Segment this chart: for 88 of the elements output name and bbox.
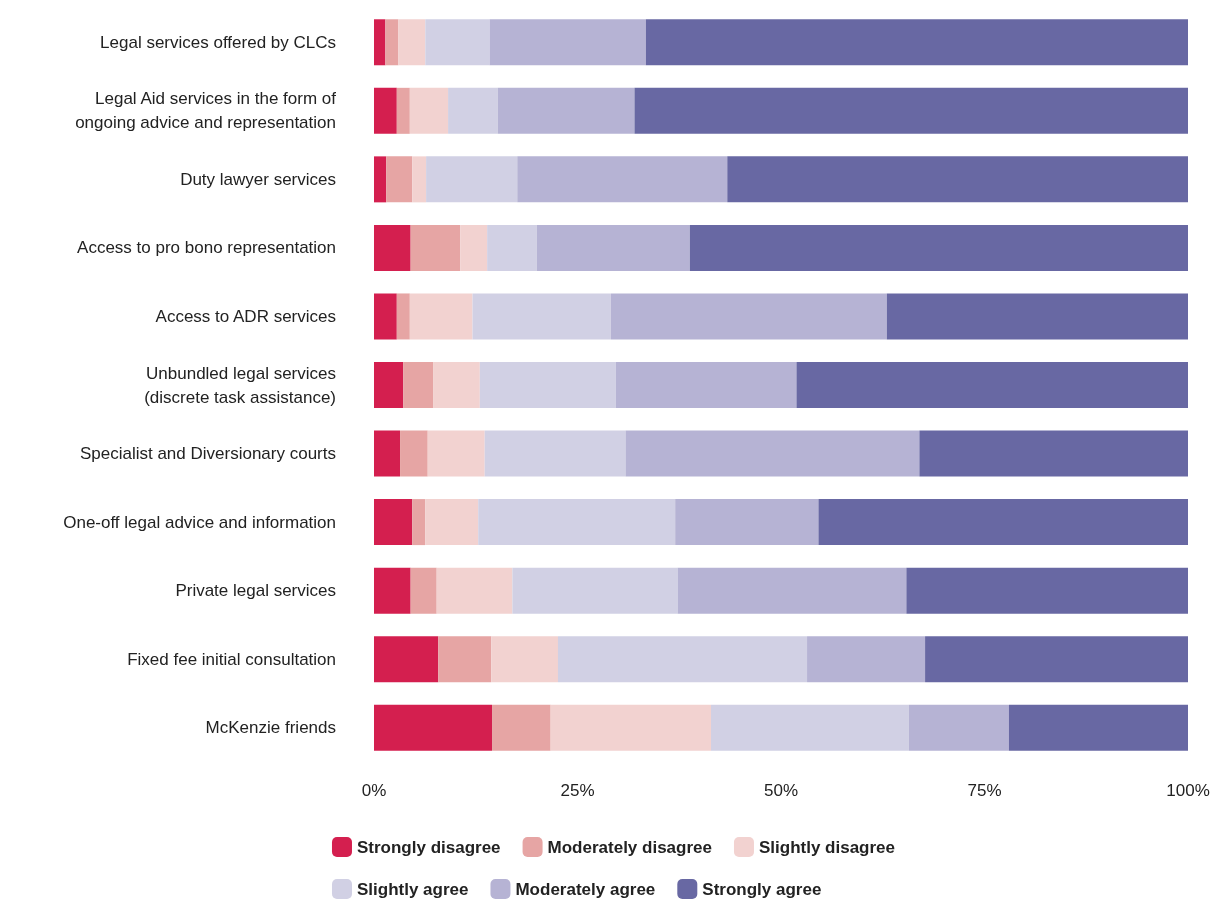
- bar: [472, 293, 611, 340]
- bar: [410, 224, 461, 271]
- bar: [436, 567, 513, 614]
- bar: [374, 499, 413, 546]
- bar: [645, 19, 1188, 66]
- bar: [374, 362, 404, 408]
- bar: [374, 293, 397, 340]
- x-tick-label: 75%: [967, 781, 1002, 800]
- y-tick-label: Access to ADR services: [155, 306, 336, 326]
- bar: [675, 499, 819, 546]
- bar: [396, 87, 410, 134]
- y-tick-label: Duty lawyer services: [180, 169, 336, 189]
- bar: [478, 499, 676, 546]
- bar: [512, 567, 678, 614]
- x-tick-label: 25%: [560, 781, 595, 800]
- bar: [615, 362, 797, 408]
- bar: [906, 567, 1188, 614]
- bar: [433, 362, 480, 408]
- bar: [807, 636, 926, 683]
- bar: [536, 224, 690, 271]
- bar: [400, 430, 428, 477]
- bar: [557, 636, 808, 683]
- bar: [374, 87, 397, 134]
- bar: [374, 156, 387, 203]
- legend-label: Moderately agree: [515, 879, 656, 899]
- legend-label: Slightly agree: [356, 879, 469, 899]
- bar: [386, 156, 413, 203]
- bar: [492, 704, 551, 751]
- y-tick-label: Legal Aid services in the form of ongoing advice and representation: [75, 89, 337, 133]
- bar: [491, 636, 558, 683]
- legend-label: Slightly disagree: [758, 837, 896, 857]
- y-tick-label: One-off legal advice and information: [63, 512, 336, 532]
- bar: [796, 362, 1188, 408]
- bar: [426, 156, 518, 203]
- bar: [396, 293, 410, 340]
- bar: [374, 430, 401, 477]
- bar: [677, 567, 907, 614]
- bar: [374, 224, 411, 271]
- bar: [403, 362, 434, 408]
- bar: [409, 87, 449, 134]
- bar: [610, 293, 887, 340]
- bar: [625, 430, 920, 477]
- bar: [711, 704, 909, 751]
- bar: [727, 156, 1188, 203]
- bar: [487, 224, 537, 271]
- bar: [425, 19, 490, 66]
- bar: [1008, 704, 1188, 751]
- x-tick-label: 50%: [763, 781, 799, 800]
- bar: [412, 499, 426, 546]
- bar: [425, 499, 479, 546]
- legend-label: Moderately disagree: [547, 837, 712, 857]
- bar: [489, 19, 646, 66]
- y-tick-label: McKenzie friends: [205, 718, 336, 738]
- legend-label: Strongly agree: [702, 879, 822, 899]
- bar: [886, 293, 1188, 340]
- bar: [497, 87, 635, 134]
- bar: [448, 87, 498, 134]
- x-tick-label: 100%: [1166, 781, 1210, 800]
- bar: [410, 567, 437, 614]
- legend-label: Strongly disagree: [356, 837, 501, 857]
- bar: [919, 430, 1188, 477]
- bar: [925, 636, 1188, 683]
- bar: [479, 362, 616, 408]
- bar: [460, 224, 488, 271]
- bar: [634, 87, 1188, 134]
- bar: [689, 224, 1188, 271]
- bar: [374, 19, 386, 66]
- bar: [818, 499, 1188, 546]
- y-tick-label: Private legal services: [175, 581, 336, 601]
- x-tick-label: 0%: [361, 781, 387, 800]
- bar: [398, 19, 426, 66]
- bar: [517, 156, 728, 203]
- y-tick-label: Legal services offered by CLCs: [100, 32, 336, 52]
- bar: [374, 704, 493, 751]
- bar: [374, 567, 411, 614]
- bar: [438, 636, 492, 683]
- bar: [550, 704, 711, 751]
- bar: [427, 430, 485, 477]
- y-tick-label: Access to pro bono representation: [77, 238, 336, 258]
- bar: [908, 704, 1009, 751]
- bar: [409, 293, 473, 340]
- bar: [385, 19, 399, 66]
- y-tick-label: Fixed fee initial consultation: [127, 649, 336, 669]
- y-tick-label: Unbundled legal services (discrete task assistance): [144, 363, 336, 407]
- bar: [374, 636, 439, 683]
- bar: [484, 430, 626, 477]
- bar: [412, 156, 427, 203]
- y-tick-label: Specialist and Diversionary courts: [79, 444, 336, 464]
